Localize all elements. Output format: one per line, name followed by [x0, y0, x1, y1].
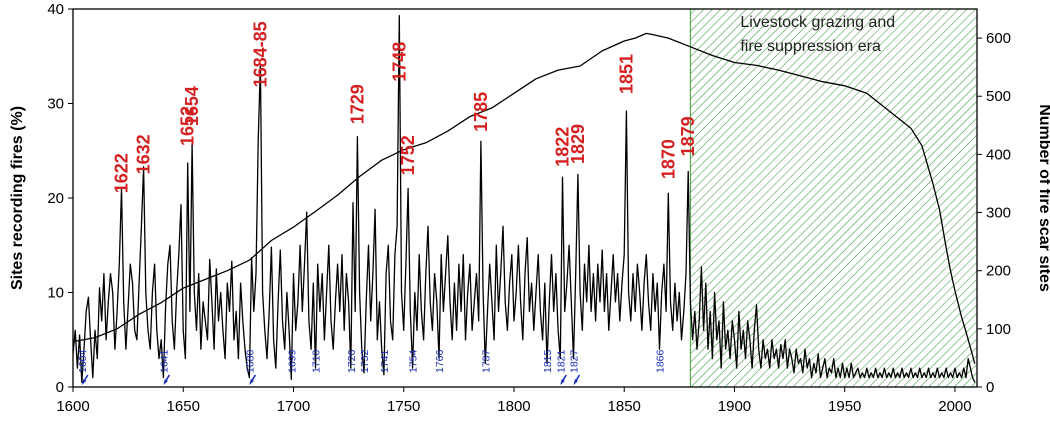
low-year-label: 1754	[408, 349, 420, 373]
low-year-label: 1710	[311, 349, 323, 373]
y-tick-label: 10	[47, 285, 64, 302]
era-label-line-1: Livestock grazing and	[740, 14, 895, 31]
x-tick-label: 1650	[167, 398, 200, 415]
low-year-label: 1732	[359, 349, 371, 373]
y2-tick-label: 600	[986, 30, 1011, 47]
x-tick-label: 1850	[608, 398, 641, 415]
peak-year-label: 1822	[552, 127, 572, 167]
peak-year-label: 1654	[182, 86, 202, 126]
low-year-label: 1866	[654, 349, 666, 373]
peak-year-label: 1729	[347, 84, 367, 124]
low-year-label: 1821	[555, 349, 567, 373]
low-year-label: 1815	[542, 349, 554, 373]
low-year-label: 1787	[480, 349, 492, 373]
x-tick-label: 1750	[387, 398, 420, 415]
y2-tick-label: 200	[986, 263, 1011, 280]
peak-year-label: 1752	[398, 135, 418, 175]
low-year-label: 1699	[286, 349, 298, 373]
peak-year-label: 1652	[178, 106, 198, 146]
low-year-label: 1741	[379, 349, 391, 373]
y-tick-label: 0	[56, 379, 64, 396]
y2-axis-title: Number of fire scar sites	[1036, 104, 1050, 292]
x-tick-label: 1600	[56, 398, 89, 415]
peak-year-label: 1748	[389, 42, 409, 82]
peak-year-label: 1870	[658, 139, 678, 179]
low-year-label: 1827	[569, 349, 581, 373]
y-tick-label: 30	[47, 96, 64, 113]
y2-tick-label: 500	[986, 88, 1011, 105]
era-label-line-2: fire suppression era	[740, 38, 881, 55]
x-tick-label: 1950	[828, 398, 861, 415]
y2-tick-label: 0	[986, 379, 994, 396]
peak-year-label: 1622	[112, 153, 132, 193]
y-tick-label: 20	[47, 190, 64, 207]
y-axis-title: Sites recording fires (%)	[9, 106, 26, 290]
peak-year-label: 1829	[568, 124, 588, 164]
fire-scar-sites-line	[73, 32, 976, 364]
x-tick-label: 1900	[718, 398, 751, 415]
low-year-label: 1726	[346, 349, 358, 373]
low-year-arrowhead	[573, 379, 579, 385]
low-year-arrowhead	[560, 379, 565, 385]
x-tick-label: 1800	[497, 398, 530, 415]
peak-year-label: 1879	[678, 116, 698, 156]
low-year-arrowhead	[163, 379, 168, 385]
low-year-label: 1641	[158, 349, 170, 373]
y-tick-label: 40	[47, 1, 64, 18]
x-tick-label: 2000	[938, 398, 971, 415]
peak-year-label: 1851	[616, 54, 636, 94]
low-year-label: 1680	[244, 349, 256, 373]
sites-recording-fires-line	[73, 14, 976, 383]
low-year-label: 1604	[77, 349, 89, 373]
low-year-arrowhead	[81, 379, 87, 385]
y2-tick-label: 400	[986, 146, 1011, 163]
y2-tick-label: 100	[986, 321, 1011, 338]
peak-year-label: 1785	[471, 92, 491, 132]
low-year-arrowhead	[249, 379, 254, 385]
low-year-label: 1766	[434, 349, 446, 373]
y2-tick-label: 300	[986, 205, 1011, 222]
peak-year-label: 1632	[134, 134, 154, 174]
peak-year-label: 1684-85	[250, 21, 270, 87]
x-tick-label: 1700	[277, 398, 310, 415]
